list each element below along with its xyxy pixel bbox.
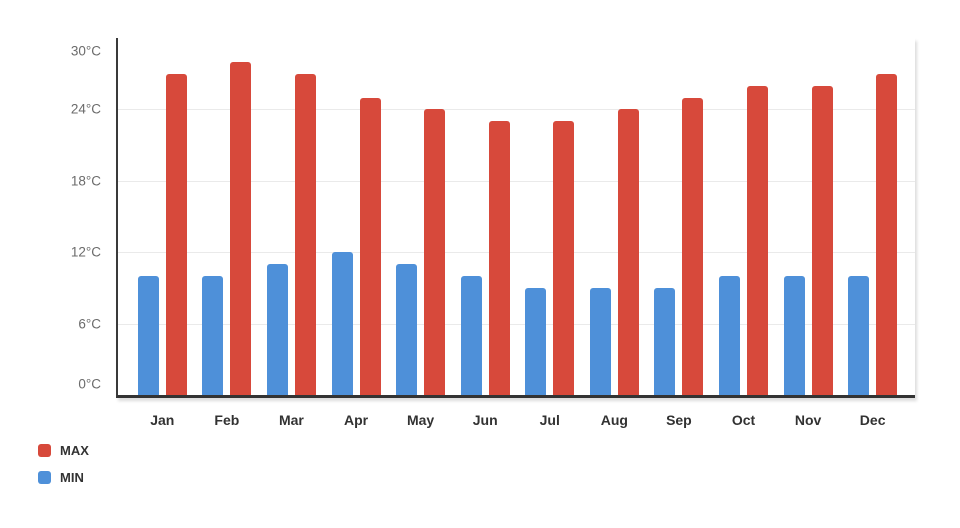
max-bar-jun — [488, 121, 510, 395]
max-bar-dec — [876, 73, 898, 395]
x-axis-label-apr: Apr — [343, 412, 369, 428]
legend-label-max: MAX — [60, 443, 89, 458]
legend-item-min[interactable]: MIN — [38, 470, 89, 485]
x-axis-label-sep: Sep — [666, 412, 692, 428]
month-group-sep — [647, 38, 712, 395]
gridline-6 — [118, 324, 915, 325]
min-bar-sep — [654, 287, 676, 395]
legend-label-min: MIN — [60, 470, 84, 485]
month-group-dec — [840, 38, 905, 395]
y-axis-label-0: 0°C — [78, 376, 101, 392]
gridline-18 — [118, 181, 915, 182]
month-group-jun — [453, 38, 518, 395]
legend: MAX MIN — [38, 443, 89, 485]
max-bar-feb — [230, 61, 252, 395]
max-bar-oct — [746, 85, 768, 395]
min-bar-nov — [783, 276, 805, 395]
y-axis-label-12: 12°C — [70, 244, 101, 260]
max-bar-sep — [682, 97, 704, 395]
month-group-may — [388, 38, 453, 395]
x-axis-label-feb: Feb — [214, 412, 240, 428]
max-bar-may — [424, 109, 446, 395]
month-group-jul — [517, 38, 582, 395]
month-group-apr — [324, 38, 389, 395]
month-group-nov — [776, 38, 841, 395]
y-axis-label-30: 30°C — [70, 43, 101, 59]
plot-area — [116, 38, 915, 398]
y-axis-label-24: 24°C — [70, 101, 101, 117]
legend-swatch-max-icon — [38, 444, 51, 457]
gridline-12 — [118, 252, 915, 253]
x-axis-label-dec: Dec — [859, 412, 886, 428]
x-axis-label-nov: Nov — [794, 412, 822, 428]
min-bar-jan — [137, 276, 159, 395]
min-bar-apr — [331, 252, 353, 395]
month-group-feb — [195, 38, 260, 395]
x-axis-labels: Jan Feb Mar Apr May Jun Jul Aug Sep Oct Nov Dec — [116, 412, 915, 428]
x-axis-label-oct: Oct — [731, 412, 756, 428]
gridline-24 — [118, 109, 915, 110]
max-bar-aug — [617, 109, 639, 395]
month-group-oct — [711, 38, 776, 395]
x-axis-label-mar: Mar — [278, 412, 304, 428]
x-axis-label-jul: Jul — [539, 412, 560, 428]
max-bar-jan — [165, 73, 187, 395]
bars-layer — [118, 38, 915, 395]
y-axis-label-18: 18°C — [70, 173, 101, 189]
max-bar-jul — [553, 121, 575, 395]
min-bar-may — [396, 264, 418, 395]
month-group-aug — [582, 38, 647, 395]
x-axis-label-aug: Aug — [600, 412, 628, 428]
min-bar-feb — [202, 276, 224, 395]
max-bar-nov — [811, 85, 833, 395]
y-axis-label-6: 6°C — [78, 316, 101, 332]
min-bar-aug — [589, 287, 611, 395]
x-axis-label-may: May — [406, 412, 435, 428]
month-group-mar — [259, 38, 324, 395]
min-bar-oct — [718, 276, 740, 395]
month-group-jan — [130, 38, 195, 395]
min-bar-dec — [848, 276, 870, 395]
max-bar-apr — [359, 97, 381, 395]
x-axis-label-jan: Jan — [150, 412, 175, 428]
legend-item-max[interactable]: MAX — [38, 443, 89, 458]
max-bar-mar — [294, 73, 316, 395]
min-bar-mar — [266, 264, 288, 395]
x-axis-label-jun: Jun — [472, 412, 498, 428]
min-bar-jun — [460, 276, 482, 395]
legend-swatch-min-icon — [38, 471, 51, 484]
min-bar-jul — [525, 287, 547, 395]
